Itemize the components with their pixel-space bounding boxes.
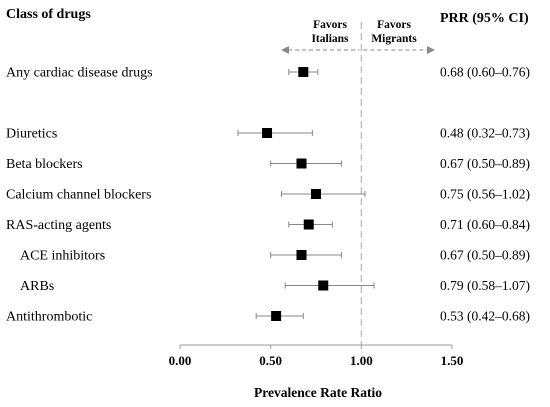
point-estimate xyxy=(296,159,306,169)
arrow-favors-right-head xyxy=(427,46,435,54)
x-tick-label: 0.00 xyxy=(169,353,192,368)
header-prr: PRR (95% CI) xyxy=(440,11,529,26)
point-estimate xyxy=(296,250,306,260)
x-tick-label: 0.50 xyxy=(259,353,282,368)
row-value: 0.75 (0.56–1.02) xyxy=(440,187,530,202)
favors-right-line1: Favors xyxy=(377,19,411,31)
point-estimate xyxy=(318,281,328,291)
forest-row: ARBs 0.79 (0.58–1.07) xyxy=(20,278,530,294)
forest-row: RAS-acting agents 0.71 (0.60–0.84) xyxy=(6,217,530,233)
row-label: Antithrombotic xyxy=(6,310,92,325)
row-value: 0.48 (0.32–0.73) xyxy=(440,126,530,141)
row-value: 0.79 (0.58–1.07) xyxy=(440,278,530,293)
row-label: ACE inhibitors xyxy=(20,249,105,264)
point-estimate xyxy=(304,220,314,230)
row-label: RAS-acting agents xyxy=(6,218,111,233)
x-tick-label: 1.50 xyxy=(441,353,464,368)
row-value: 0.71 (0.60–0.84) xyxy=(440,217,530,232)
forest-row: Antithrombotic 0.53 (0.42–0.68) xyxy=(6,309,530,325)
row-label: Beta blockers xyxy=(6,157,83,172)
point-estimate xyxy=(311,189,321,199)
forest-row: ACE inhibitors 0.67 (0.50–0.89) xyxy=(20,248,530,264)
point-estimate xyxy=(262,128,272,138)
point-estimate xyxy=(298,67,308,77)
forest-row: Calcium channel blockers 0.75 (0.56–1.02) xyxy=(6,187,530,203)
point-estimate xyxy=(271,311,281,321)
forest-row: Beta blockers 0.67 (0.50–0.89) xyxy=(6,156,530,172)
x-tick-label: 1.00 xyxy=(350,353,373,368)
row-label: ARBs xyxy=(20,279,54,294)
arrow-favors-left-head xyxy=(281,46,289,54)
forest-row: Any cardiac disease drugs 0.68 (0.60–0.76… xyxy=(6,65,530,81)
row-value: 0.68 (0.60–0.76) xyxy=(440,65,530,80)
favors-right-line2: Migrants xyxy=(371,33,417,45)
row-value: 0.67 (0.50–0.89) xyxy=(440,248,530,263)
x-axis-label: Prevalence Rate Ratio xyxy=(254,385,382,400)
row-value: 0.67 (0.50–0.89) xyxy=(440,156,530,171)
header-class-of-drugs: Class of drugs xyxy=(6,7,91,22)
favors-left-line1: Favors xyxy=(313,19,347,31)
row-label: Diuretics xyxy=(6,127,57,142)
row-value: 0.53 (0.42–0.68) xyxy=(440,309,530,324)
row-label: Calcium channel blockers xyxy=(6,188,151,203)
favors-left-line2: Italians xyxy=(311,33,349,45)
row-label: Any cardiac disease drugs xyxy=(6,66,153,81)
forest-row: Diuretics 0.48 (0.32–0.73) xyxy=(6,126,530,142)
